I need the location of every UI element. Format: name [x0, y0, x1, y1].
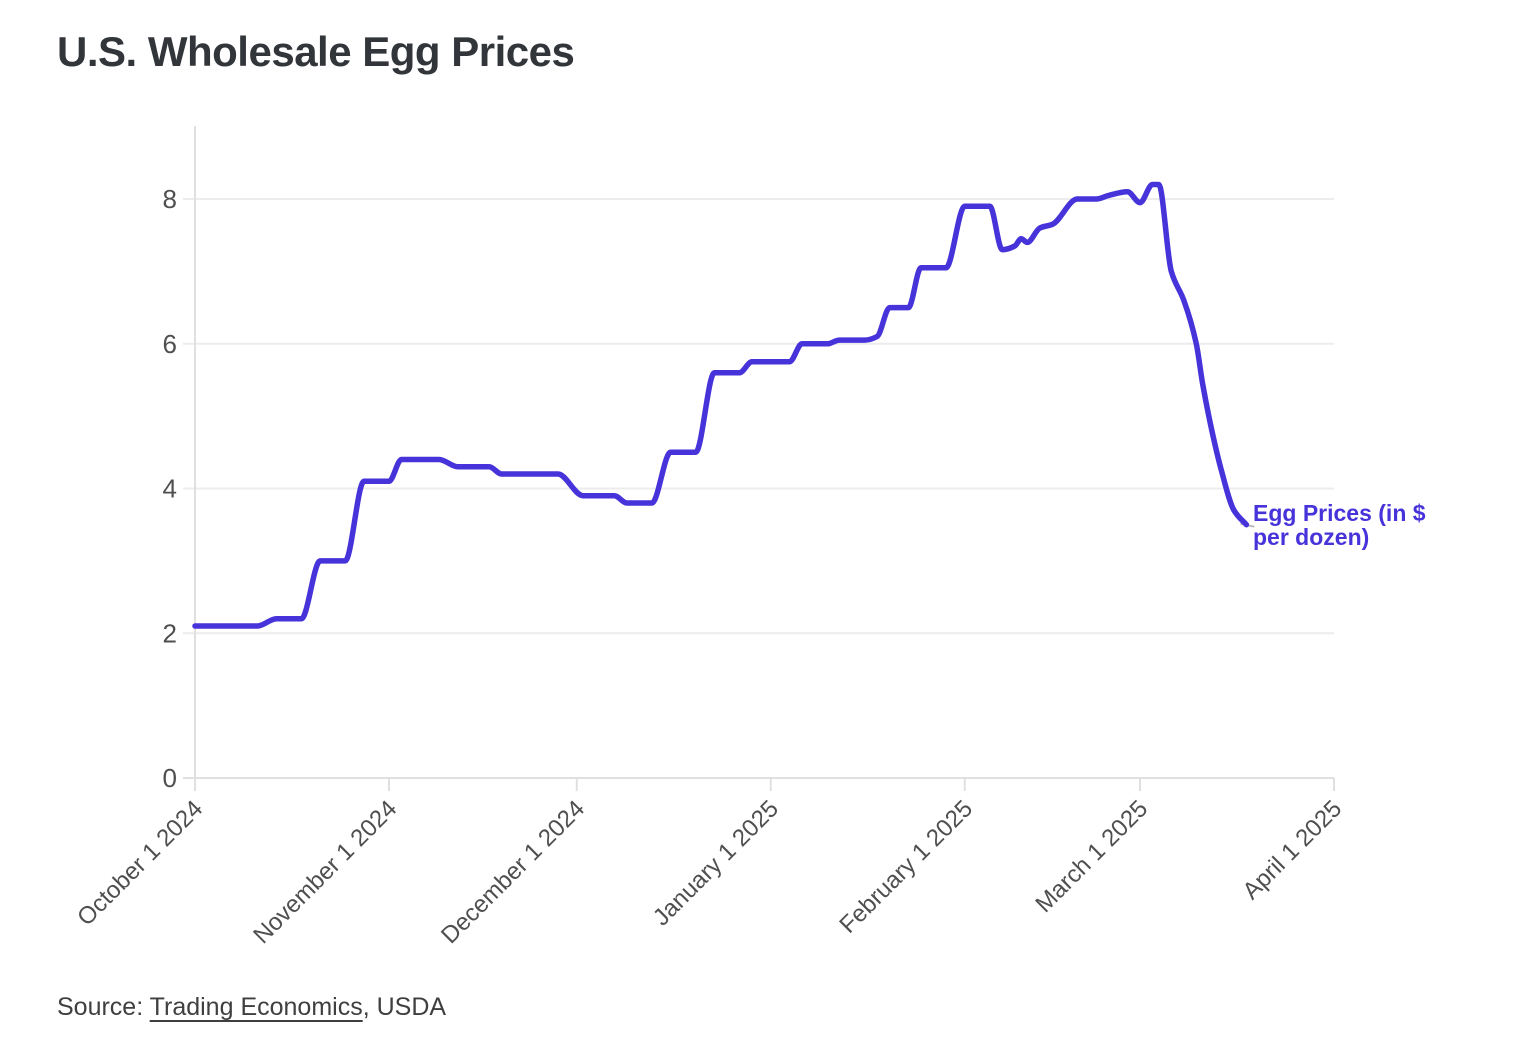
source-prefix: Source: [57, 993, 150, 1021]
x-tick-label: March 1 2025 [1030, 795, 1153, 918]
page-title: U.S. Wholesale Egg Prices [57, 28, 575, 75]
y-tick-label-6: 6 [163, 329, 177, 359]
y-tick-label-2: 2 [163, 618, 177, 648]
series-annotation-label: Egg Prices (in $ per dozen) [1253, 501, 1426, 550]
x-tick-label: November 1 2024 [248, 795, 402, 949]
x-tick-label: October 1 2024 [72, 795, 208, 931]
y-tick-label-8: 8 [163, 184, 177, 214]
source-suffix: , USDA [362, 993, 447, 1021]
source-note: Source: Trading Economics, USDA [57, 993, 446, 1022]
x-tick-label: January 1 2025 [648, 795, 784, 931]
y-tick-label-4: 4 [163, 474, 177, 504]
gridlines-group [183, 198, 1334, 635]
egg-prices-series-line [192, 181, 1250, 629]
x-tick-label: April 1 2025 [1238, 795, 1348, 905]
y-tick-label-0: 0 [163, 763, 177, 793]
series-annotation-line2: per dozen) [1253, 524, 1370, 551]
x-tick-label: February 1 2025 [834, 795, 978, 939]
y-axis-tick-labels: 0 2 4 6 8 [163, 184, 177, 793]
x-axis-tick-labels: October 1 2024 November 1 2024 December 1 … [72, 778, 1347, 949]
egg-prices-line-chart: 0 2 4 6 8 October 1 2024 November 1 2024 Decem… [72, 126, 1347, 949]
source-link-trading-economics[interactable]: Trading Economics [149, 993, 363, 1021]
x-tick-label: December 1 2024 [436, 795, 590, 949]
series-annotation-line1: Egg Prices (in $ [1253, 500, 1426, 526]
axes-group [183, 126, 1334, 779]
